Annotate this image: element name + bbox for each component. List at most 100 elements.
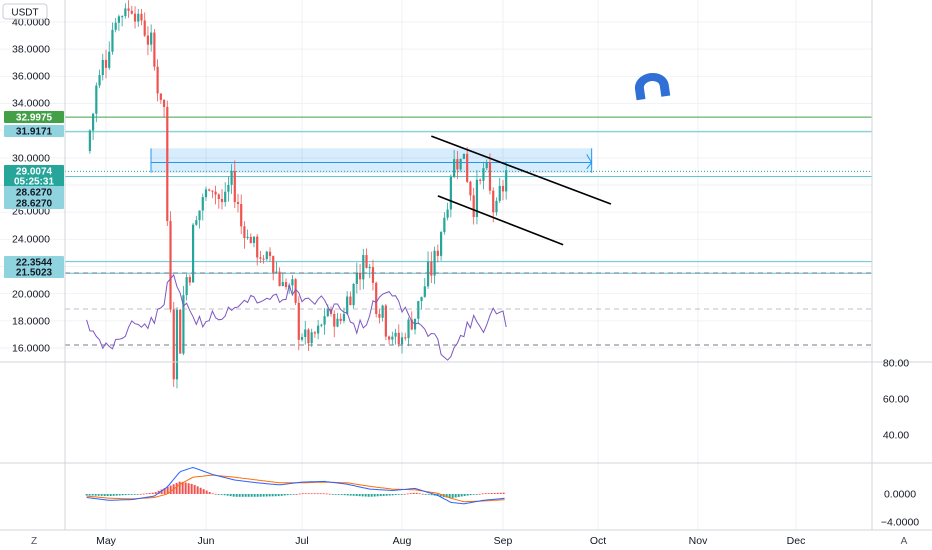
price-tag-box — [4, 111, 64, 123]
channel-trend-line — [431, 135, 612, 205]
price-tag-label: 21.5023 — [16, 268, 53, 279]
candle-body — [387, 336, 391, 340]
candle-body — [488, 162, 492, 191]
magnet-logo-icon — [634, 72, 671, 101]
time-axis-label: Dec — [787, 535, 806, 547]
candle-body — [384, 305, 387, 337]
macd-histogram-bar — [352, 494, 355, 496]
candle-body — [188, 277, 191, 283]
macd-histogram-bar — [115, 494, 118, 496]
macd-histogram-bar — [217, 494, 220, 495]
candle-body — [150, 32, 153, 45]
macd-histogram-bar — [307, 493, 310, 495]
macd-histogram-bar — [130, 494, 133, 495]
macd-histogram-bar — [235, 494, 238, 497]
candle-body — [114, 22, 117, 30]
candle-body — [172, 309, 175, 380]
macd-histogram-bar — [208, 492, 211, 494]
macd-histogram-bar — [178, 481, 181, 494]
macd-histogram-bar — [271, 494, 274, 497]
candle-body — [358, 273, 362, 280]
price-tag-label: 28.6270 — [16, 199, 53, 210]
macd-histogram-bar — [388, 494, 391, 496]
macd-histogram-bar — [415, 492, 418, 494]
macd-histogram-bar — [229, 494, 232, 497]
price-tag-box — [4, 197, 64, 209]
rsi-panel — [65, 272, 872, 361]
candle-body — [307, 329, 310, 344]
auto-scale-label[interactable]: A — [901, 536, 908, 547]
macd-histogram-bar — [406, 493, 409, 495]
macd-axis: 0.0000 −4.0000 — [881, 489, 919, 529]
macd-histogram-bar — [196, 486, 199, 494]
macd-histogram-bar — [157, 490, 160, 494]
candle-body — [272, 256, 275, 273]
macd-histogram-bar — [124, 494, 127, 496]
price-tag-label: 28.6270 — [16, 188, 53, 199]
candle-body — [156, 66, 159, 94]
candle-body — [198, 210, 201, 221]
candle-body — [323, 316, 326, 325]
macd-histogram-bar — [409, 493, 412, 494]
zoom-corner-label[interactable]: Z — [31, 536, 37, 547]
macd-histogram-bar — [355, 494, 358, 496]
candle-body — [214, 191, 217, 195]
time-axis-label: Jun — [198, 535, 215, 547]
price-tag-label: 29.0074 — [16, 167, 53, 178]
macd-histogram-bar — [316, 493, 319, 495]
macd-histogram-bar — [325, 493, 328, 495]
macd-histogram-bar — [424, 494, 427, 495]
macd-histogram-bar — [247, 494, 250, 497]
panel-dividers — [0, 0, 932, 531]
horizontal-levels — [65, 116, 872, 274]
candle-body — [453, 159, 456, 178]
candle-body — [394, 332, 397, 337]
candle-body — [111, 29, 114, 52]
price-zone — [150, 148, 593, 173]
candle-body — [439, 232, 443, 256]
candle-body — [243, 226, 246, 238]
candle-body — [336, 318, 339, 327]
macd-histogram-bar — [268, 494, 271, 497]
candle-body — [88, 130, 91, 152]
macd-histogram-bar — [358, 494, 361, 497]
macd-histogram-bar — [259, 494, 262, 497]
macd-histogram-bar — [220, 494, 223, 495]
candle-body — [381, 305, 384, 318]
macd-histogram-bar — [472, 494, 475, 495]
candle-body — [436, 250, 439, 256]
macd-histogram-bar — [400, 494, 403, 495]
macd-histogram-bar — [487, 493, 490, 494]
time-axis[interactable]: May Jun Jul Aug Sep Oct Nov Dec — [96, 535, 805, 547]
macd-histogram-bar — [91, 494, 94, 496]
price-tag-box — [4, 175, 64, 187]
candle-body — [91, 113, 95, 131]
macd-histogram-bar — [391, 494, 394, 496]
macd-histogram-bar — [154, 492, 157, 494]
macd-histogram-bar — [337, 494, 340, 495]
candle-body — [446, 209, 449, 218]
candle-body — [133, 13, 137, 22]
currency-badge[interactable]: USDT — [2, 3, 48, 20]
macd-histogram-bar — [493, 492, 496, 494]
macd-histogram-bar — [262, 494, 265, 497]
macd-histogram-bar — [382, 494, 385, 496]
macd-histogram-bar — [97, 494, 100, 496]
price-axis-label: 18.0000 — [12, 316, 50, 328]
macd-histogram-bar — [319, 493, 322, 495]
macd-histogram-bar — [370, 494, 373, 497]
macd-histogram-bar — [223, 494, 226, 496]
macd-histogram-bar — [376, 494, 379, 497]
candle-body — [249, 236, 252, 244]
macd-histogram-bar — [373, 494, 376, 497]
candle-body — [130, 10, 133, 14]
candle-body — [297, 302, 300, 340]
candle-body — [256, 236, 259, 258]
candle-body — [362, 255, 365, 280]
macd-histogram-bar — [181, 481, 184, 494]
candle-body — [346, 296, 349, 314]
macd-histogram-bar — [430, 494, 433, 496]
currency-badge-text: USDT — [11, 8, 38, 19]
price-tag-label: 31.9171 — [16, 127, 53, 138]
